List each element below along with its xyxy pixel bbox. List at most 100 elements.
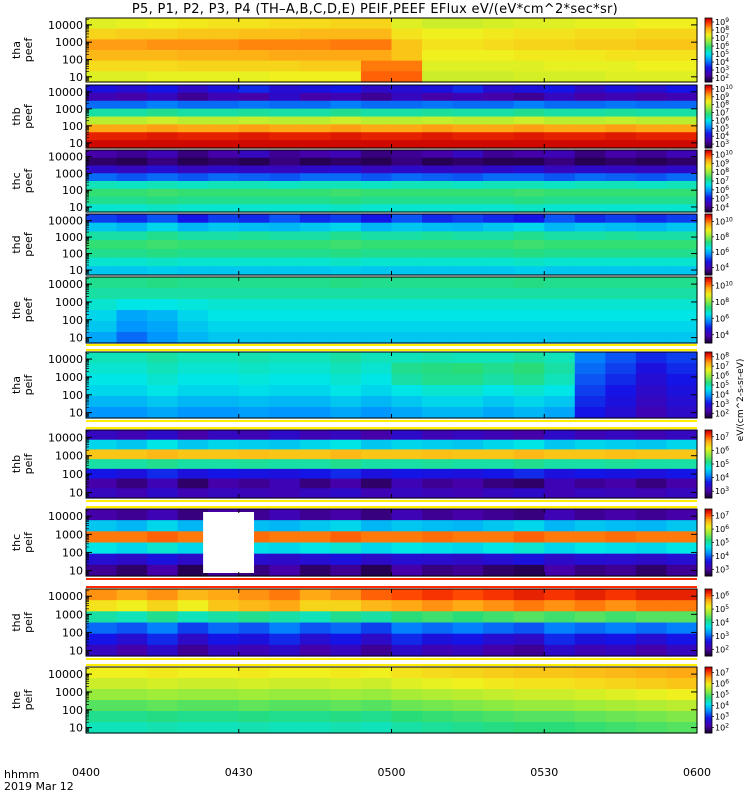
colorbar-strip	[705, 373, 712, 376]
colorbar-tick-label: 103	[715, 399, 729, 409]
heatmap-cell	[544, 100, 576, 110]
heatmap-cell	[360, 181, 393, 190]
heatmap-cell	[574, 600, 606, 612]
heatmap-cell	[666, 600, 698, 612]
colorbar-strip	[705, 293, 712, 296]
colorbar-strip	[705, 527, 712, 530]
heatmap-cell	[86, 611, 118, 624]
heatmap-cell	[299, 332, 331, 344]
heatmap-cell	[116, 173, 148, 182]
heatmap-cell	[86, 678, 118, 690]
heatmap-cell	[238, 157, 270, 167]
heatmap-cell	[666, 611, 698, 624]
heatmap-cell	[238, 173, 270, 182]
colorbar-strip	[705, 182, 712, 185]
heatmap-cell	[147, 132, 179, 141]
heatmap-cell	[574, 478, 606, 489]
x-tick-label: 0530	[530, 766, 558, 779]
heatmap-cell	[269, 589, 301, 601]
colorbar-strip	[705, 535, 712, 538]
heatmap-cell	[177, 667, 209, 679]
heatmap-cell	[422, 100, 454, 110]
colorbar-strip	[705, 298, 712, 301]
x-tick-label: 0430	[225, 766, 253, 779]
heatmap-cell	[422, 71, 454, 83]
heatmap-cell	[299, 564, 331, 577]
heatmap-cell	[86, 488, 118, 499]
heatmap-cell	[238, 181, 270, 190]
heatmap-cell	[330, 310, 362, 322]
heatmap-cell	[238, 124, 270, 133]
colorbar-strip	[705, 233, 712, 236]
colorbar-tick-label: 109	[715, 158, 729, 168]
colorbar-strip	[705, 144, 712, 147]
heatmap-cell	[299, 248, 331, 259]
y-tick-label: 10000	[48, 86, 83, 99]
heatmap-cell	[208, 332, 240, 344]
heatmap-cell	[574, 332, 606, 344]
heatmap-cell	[422, 542, 454, 555]
heatmap-cell	[605, 439, 637, 451]
heatmap-cell	[544, 689, 576, 701]
heatmap-cell	[544, 374, 576, 386]
heatmap-cell	[483, 600, 515, 612]
heatmap-cell	[513, 257, 545, 267]
heatmap-cell	[86, 28, 118, 40]
heatmap-cell	[269, 28, 301, 40]
heatmap-cell	[666, 204, 698, 213]
heatmap-cell	[208, 407, 240, 419]
heatmap-cell	[269, 689, 301, 701]
colorbar-strip	[705, 114, 712, 117]
heatmap-cell	[422, 231, 454, 241]
colorbar-strip	[705, 572, 712, 575]
heatmap-cell	[116, 644, 148, 657]
heatmap-cell	[605, 116, 637, 125]
heatmap-cell	[513, 509, 545, 521]
colorbar-strip	[705, 290, 712, 293]
colorbar-strip	[705, 54, 712, 57]
colorbar-strip	[705, 50, 712, 53]
heatmap-cell	[391, 150, 423, 159]
heatmap-cell	[86, 240, 118, 250]
colorbar-strip	[705, 295, 712, 298]
heatmap-cell	[574, 553, 606, 566]
colorbar-strip	[705, 723, 712, 726]
colorbar-strip	[705, 324, 712, 327]
heatmap-cell	[299, 132, 331, 141]
heatmap-cell	[208, 352, 240, 364]
colorbar-tick-label: 105	[715, 194, 729, 204]
heatmap-cell	[116, 321, 148, 333]
colorbar-strip	[705, 482, 712, 485]
colorbar-strip	[705, 514, 712, 517]
heatmap-cell	[391, 430, 423, 441]
heatmap-cell	[574, 108, 606, 118]
heatmap-cell	[483, 18, 515, 30]
heatmap-cell	[513, 108, 545, 118]
heatmap-cell	[147, 589, 179, 601]
heatmap-cell	[513, 633, 545, 646]
y-tick-label: 10000	[48, 668, 83, 681]
heatmap-cell	[86, 439, 118, 451]
heatmap-cell	[666, 196, 698, 205]
heatmap-cell	[177, 430, 209, 441]
heatmap-cell	[116, 132, 148, 141]
heatmap-cell	[269, 722, 301, 734]
heatmap-cell	[635, 132, 668, 141]
heatmap-cell	[360, 321, 393, 333]
heatmap-cell	[360, 374, 393, 386]
heatmap-cell	[574, 257, 606, 267]
heatmap-cell	[299, 722, 331, 734]
heatmap-cell	[177, 700, 209, 712]
heatmap-cell	[483, 39, 515, 51]
heatmap-cell	[330, 396, 362, 408]
colorbar-strip	[705, 624, 712, 627]
y-tick-label: 10	[69, 71, 83, 84]
colorbar-strip	[705, 253, 712, 256]
heatmap-cell	[605, 85, 637, 94]
heatmap-cell	[574, 266, 606, 276]
heatmap-cell	[177, 100, 209, 110]
colorbar-tick-label: 1010	[715, 280, 733, 290]
colorbar-strip	[705, 352, 712, 355]
heatmap-cell	[452, 678, 484, 690]
